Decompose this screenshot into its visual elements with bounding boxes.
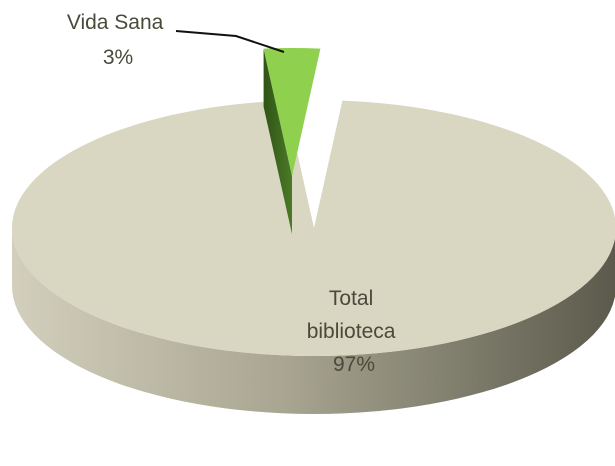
- data-label-vida-sana-name: Vida Sana: [67, 11, 164, 34]
- slice-vida-sana: [263, 48, 321, 176]
- data-label-total-pct: 97%: [333, 353, 375, 376]
- data-label-total-biblioteca: Total biblioteca 97%: [307, 287, 402, 376]
- data-label-total-name-1: Total: [329, 287, 373, 310]
- slice-side-total-biblioteca: [12, 228, 615, 414]
- slice-side-vida-sana: [263, 48, 292, 234]
- data-label-vida-sana: Vida Sana 3%: [67, 11, 169, 69]
- leader-line-vida-sana: [175, 30, 285, 53]
- slice-total-biblioteca: [12, 100, 615, 356]
- data-label-vida-sana-pct: 3%: [103, 46, 133, 69]
- data-label-total-name-2: biblioteca: [307, 320, 396, 343]
